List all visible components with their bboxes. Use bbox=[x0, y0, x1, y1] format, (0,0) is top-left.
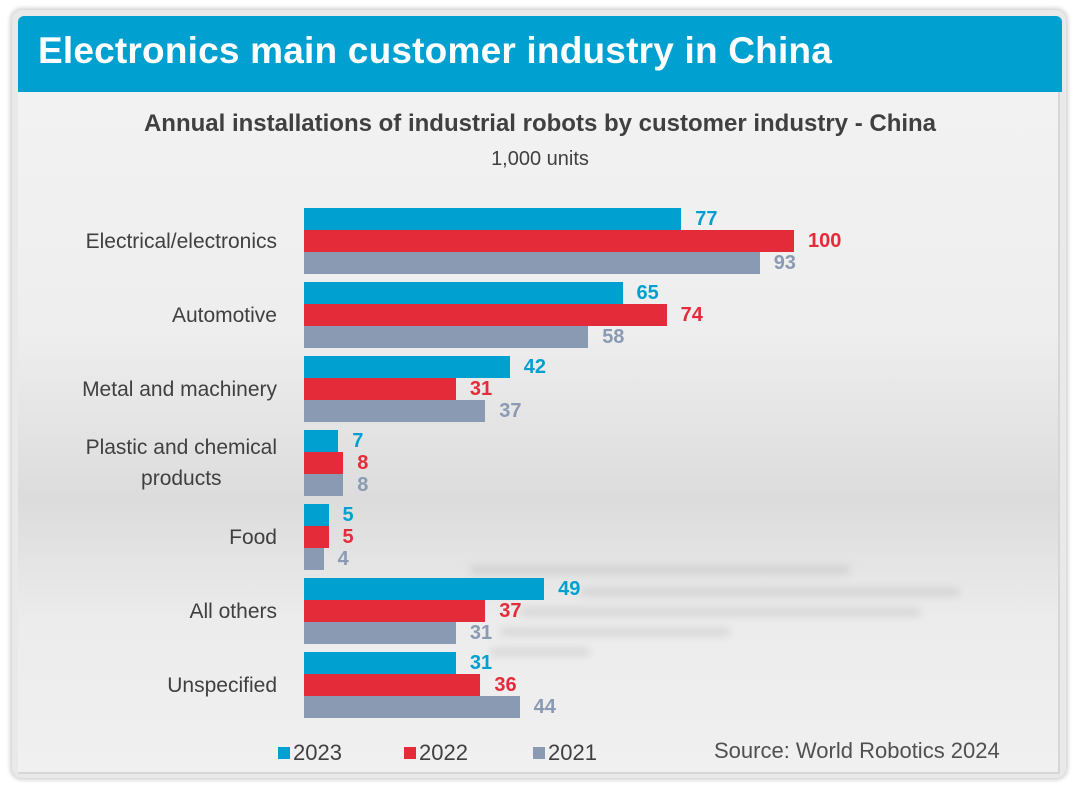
data-label-2021: 8 bbox=[357, 474, 369, 496]
category-label-line: Electrical/electronics bbox=[85, 229, 277, 253]
bar-2021 bbox=[304, 400, 486, 422]
data-label-2022: 5 bbox=[342, 526, 354, 548]
category-label: All others bbox=[189, 596, 277, 627]
legend-item-2023: 2023 bbox=[278, 740, 342, 766]
data-label-2023: 65 bbox=[636, 282, 659, 304]
category-label-line: Food bbox=[229, 525, 277, 549]
bar-2023 bbox=[304, 652, 456, 674]
chart-panel bbox=[18, 92, 1060, 774]
bar-2021 bbox=[304, 326, 589, 348]
data-label-2023: 42 bbox=[523, 356, 547, 378]
background-streak bbox=[490, 648, 590, 656]
category-label-line: Unspecified bbox=[167, 673, 277, 697]
data-label-2022: 37 bbox=[499, 600, 522, 622]
slide-frame: Electronics main customer industry in Ch… bbox=[12, 10, 1066, 778]
data-label-2023: 49 bbox=[558, 578, 581, 600]
legend-swatch-2021 bbox=[533, 747, 545, 759]
data-label-2023: 5 bbox=[342, 504, 354, 526]
data-label-2022: 74 bbox=[680, 304, 703, 326]
data-label-2022: 100 bbox=[808, 230, 842, 252]
legend-swatch-2023 bbox=[278, 747, 290, 759]
slide-title: Electronics main customer industry in Ch… bbox=[38, 30, 833, 71]
category-label-line: Metal and machinery bbox=[82, 377, 277, 401]
bar-2021 bbox=[304, 252, 760, 274]
data-label-2022: 31 bbox=[469, 378, 493, 400]
data-label-2023: 7 bbox=[352, 430, 364, 452]
bar-2022 bbox=[304, 304, 667, 326]
data-label-2021: 37 bbox=[499, 400, 522, 422]
background-streak bbox=[520, 608, 920, 616]
bar-2022 bbox=[304, 526, 329, 548]
source-note: Source: World Robotics 2024 bbox=[714, 738, 1000, 763]
bar-2021 bbox=[304, 548, 324, 570]
category-label: Food bbox=[229, 522, 277, 553]
bar-2023 bbox=[304, 504, 329, 526]
legend-swatch-2022 bbox=[404, 747, 416, 759]
background-streak bbox=[500, 628, 730, 636]
background-streak bbox=[580, 588, 960, 596]
data-label-2021: 93 bbox=[773, 252, 796, 274]
bar-2023 bbox=[304, 208, 682, 230]
category-label-line: products bbox=[141, 467, 222, 490]
data-label-2021: 58 bbox=[602, 326, 625, 348]
chart-title: Annual installations of industrial robot… bbox=[143, 110, 937, 137]
bar-2022 bbox=[304, 230, 794, 252]
bar-2023 bbox=[304, 430, 339, 452]
data-label-2021: 31 bbox=[469, 622, 493, 644]
data-label-2023: 77 bbox=[695, 208, 718, 230]
bar-2022 bbox=[304, 378, 456, 400]
legend-item-2021: 2021 bbox=[533, 740, 597, 766]
category-label: Electrical/electronics bbox=[86, 226, 277, 257]
category-label-line: All others bbox=[189, 599, 277, 623]
bar-2022 bbox=[304, 452, 344, 474]
legend-label: 2022 bbox=[419, 740, 468, 765]
bar-2022 bbox=[304, 674, 481, 696]
background-streak bbox=[470, 566, 850, 574]
category-label: Unspecified bbox=[167, 670, 277, 701]
bar-2021 bbox=[304, 474, 344, 496]
data-label-2022: 36 bbox=[494, 674, 517, 696]
bar-2023 bbox=[304, 356, 510, 378]
data-label-2023: 31 bbox=[469, 652, 493, 674]
category-label: Metal and machinery bbox=[82, 374, 277, 405]
legend-label: 2021 bbox=[548, 740, 597, 765]
category-label-line: Plastic and chemical bbox=[85, 436, 277, 459]
bar-2022 bbox=[304, 600, 486, 622]
legend-label: 2023 bbox=[293, 740, 342, 765]
category-label: Automotive bbox=[172, 300, 277, 331]
category-label: Plastic and chemical products bbox=[86, 432, 277, 494]
data-label-2021: 4 bbox=[337, 548, 349, 570]
data-label-2021: 44 bbox=[533, 696, 556, 718]
bar-2023 bbox=[304, 578, 545, 600]
bar-2021 bbox=[304, 696, 520, 718]
bar-2023 bbox=[304, 282, 623, 304]
data-label-2022: 8 bbox=[357, 452, 369, 474]
title-banner: Electronics main customer industry in Ch… bbox=[18, 16, 1062, 92]
category-label-line: Automotive bbox=[171, 303, 277, 327]
bar-2021 bbox=[304, 622, 456, 644]
legend-item-2022: 2022 bbox=[404, 740, 468, 766]
chart-subtitle: 1,000 units bbox=[491, 148, 589, 170]
